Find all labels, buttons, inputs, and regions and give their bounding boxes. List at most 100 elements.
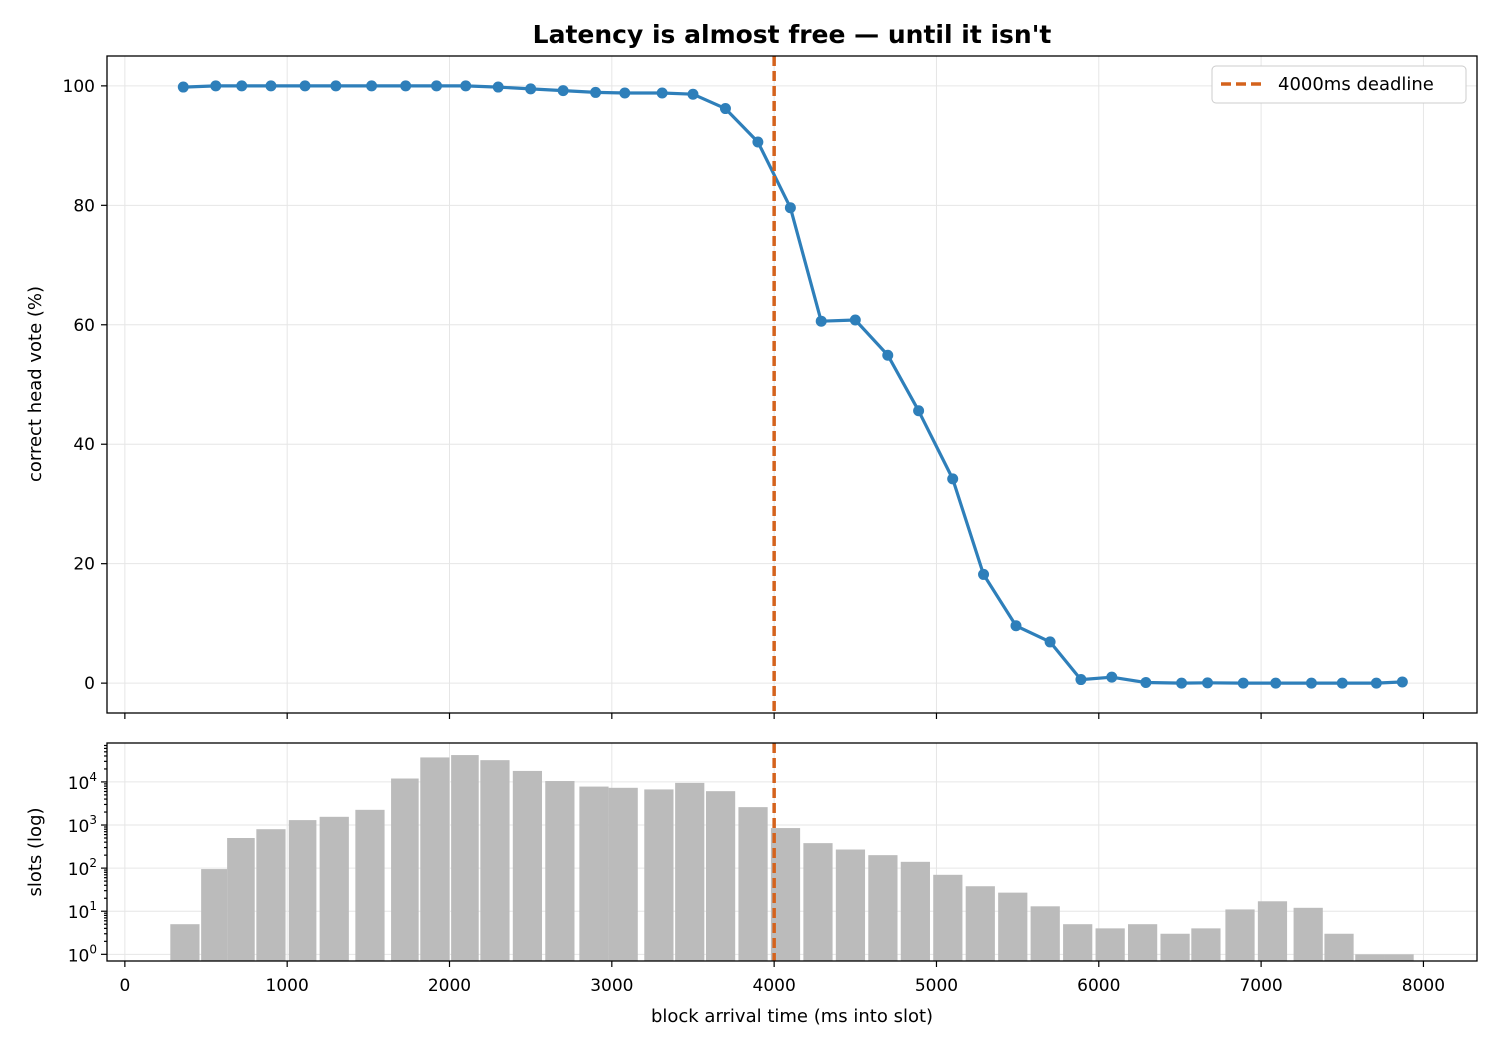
histogram-bar (933, 874, 963, 961)
vote-point (557, 85, 569, 97)
chart-title: Latency is almost free — until it isn't (533, 20, 1052, 49)
vote-point (752, 136, 764, 148)
vote-panel: 0 20 40 60 80 100 (63, 55, 1478, 719)
bottom-x-tick-label: 0 (119, 976, 130, 996)
histogram-bar (355, 809, 385, 961)
vote-point (784, 202, 796, 214)
histogram-bar (1355, 954, 1385, 961)
bottom-x-tick-label: 6000 (1077, 976, 1120, 996)
bottom-x-tick-label: 2000 (428, 976, 471, 996)
top-plot-frame (106, 55, 1478, 714)
bottom-x-tick-label: 1000 (266, 976, 309, 996)
vote-point (849, 314, 861, 326)
vote-point (177, 81, 189, 93)
histogram-bar (480, 760, 510, 961)
vote-point (1176, 677, 1188, 689)
vote-point (1075, 674, 1087, 686)
vote-point (492, 81, 504, 93)
histogram-bar (1384, 954, 1414, 961)
histogram-bar (1030, 906, 1060, 961)
histogram-bar (705, 791, 736, 961)
histogram-bar (1257, 901, 1288, 961)
histogram-bar (608, 787, 638, 961)
vote-point (656, 87, 668, 99)
histogram-bar (1128, 924, 1158, 961)
legend-box (1211, 65, 1467, 104)
vote-point (460, 80, 472, 92)
vote-point (1305, 677, 1317, 689)
vote-point (882, 349, 894, 361)
histogram-bar (835, 849, 866, 961)
vote-point (366, 80, 378, 92)
bottom-x-tick-label: 8000 (1402, 976, 1445, 996)
histogram-bar (227, 837, 255, 961)
vote-point (1396, 676, 1408, 688)
vote-point (1010, 620, 1022, 632)
top-y-tick-label: 100 (63, 77, 95, 97)
histogram-bar (965, 886, 995, 961)
vote-point (1106, 671, 1118, 683)
legend: 4000ms deadline (1211, 65, 1467, 104)
histogram-panel: 100 101 102 103 104 0 1000 2000 3000 4000 5000 6000… (68, 742, 1478, 996)
histogram-bar (803, 843, 833, 961)
bottom-x-tick-label: 4000 (753, 976, 796, 996)
vote-point (1336, 677, 1348, 689)
vote-point (431, 80, 443, 92)
histogram-bar (900, 861, 930, 961)
vote-point (265, 80, 277, 92)
vote-point (1044, 636, 1056, 648)
vote-point (1202, 677, 1214, 689)
histogram-bar (1293, 907, 1323, 961)
vote-point (299, 80, 311, 92)
vote-point (913, 405, 925, 417)
vote-point (210, 80, 222, 92)
vote-point (815, 315, 827, 327)
vote-point (236, 80, 248, 92)
histogram-bar (675, 782, 705, 961)
vote-point (1140, 677, 1152, 689)
vote-point (1270, 677, 1282, 689)
x-axis-label: block arrival time (ms into slot) (651, 1006, 933, 1027)
vote-series-line (183, 84, 1403, 685)
bottom-y-tick-label: 102 (68, 856, 97, 880)
histogram-bar (545, 781, 575, 961)
vote-point (978, 568, 990, 580)
histogram-bar (1191, 928, 1221, 961)
histogram-bar (451, 755, 479, 961)
histogram-bar (1324, 933, 1354, 961)
bottom-y-tick-label: 100 (68, 942, 97, 966)
vote-point (947, 473, 959, 485)
histogram-bar (868, 855, 898, 961)
histogram-bar (201, 869, 228, 961)
bottom-y-tick-label: 104 (68, 770, 97, 794)
vote-point (525, 83, 537, 95)
bottom-y-axis-label: slots (log) (25, 807, 46, 896)
top-y-tick-label: 40 (73, 435, 95, 455)
bottom-x-tick-label: 5000 (915, 976, 958, 996)
vote-point (1237, 677, 1249, 689)
bottom-x-tick-label: 3000 (590, 976, 633, 996)
histogram-bar (319, 816, 349, 961)
histogram-bar (1160, 933, 1190, 961)
histogram-bar (1063, 924, 1093, 961)
histogram-bar (1225, 909, 1255, 961)
histogram-bar (998, 892, 1028, 961)
vote-point (400, 80, 412, 92)
vote-point (590, 86, 602, 98)
top-y-tick-label: 20 (73, 555, 95, 575)
histogram-bar (256, 829, 286, 961)
legend-deadline-label: 4000ms deadline (1278, 74, 1434, 95)
top-y-tick-label: 60 (73, 316, 95, 336)
top-y-tick-label: 80 (73, 196, 95, 216)
histogram-bar (420, 757, 450, 961)
histogram-bar (738, 807, 768, 961)
vote-point (719, 103, 731, 115)
top-y-tick-label: 0 (84, 674, 95, 694)
histogram-bar (391, 778, 419, 961)
top-y-axis-label: correct head vote (%) (25, 286, 46, 482)
histogram-bar (644, 789, 674, 961)
histogram-bar (512, 770, 543, 961)
histogram-bar (579, 786, 609, 961)
vote-point (330, 80, 342, 92)
